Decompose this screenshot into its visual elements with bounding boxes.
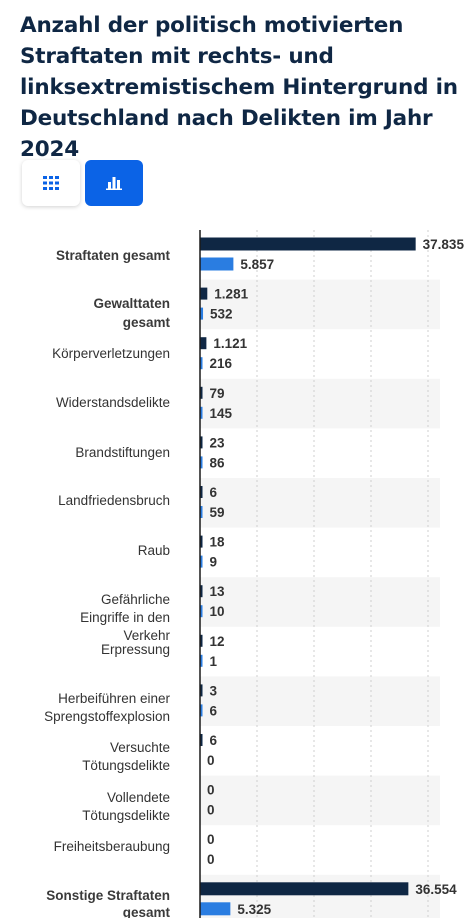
- data-label: 6: [210, 485, 218, 500]
- category-label: Freiheitsberaubung: [54, 839, 170, 854]
- bar[interactable]: [200, 456, 203, 469]
- category-label: Raub: [138, 543, 170, 558]
- page-title: Anzahl der politisch motivierten Strafta…: [20, 13, 458, 162]
- bar[interactable]: [200, 386, 203, 399]
- bar[interactable]: [200, 882, 409, 896]
- category-label: Gewalttaten gesamt: [93, 296, 170, 330]
- bar[interactable]: [200, 704, 203, 717]
- bar[interactable]: [200, 307, 204, 320]
- category-label: Gefährliche Eingriffe in den Verkehr: [80, 592, 170, 643]
- row-band: [200, 676, 440, 726]
- chart-view-button[interactable]: [85, 160, 143, 206]
- bar[interactable]: [200, 287, 208, 300]
- row-band: [200, 478, 440, 528]
- bar[interactable]: [200, 535, 203, 548]
- data-label: 18: [210, 535, 226, 550]
- grid-icon: [43, 176, 59, 190]
- data-label: 3: [210, 683, 218, 698]
- category-label: Vollendete Tötungsdelikte: [82, 790, 170, 823]
- data-label: 0: [207, 832, 215, 847]
- data-label: 0: [207, 753, 215, 768]
- bar[interactable]: [200, 684, 203, 697]
- bar[interactable]: [200, 237, 416, 251]
- row-band: [200, 279, 440, 330]
- bar[interactable]: [200, 605, 203, 618]
- bar[interactable]: [200, 654, 203, 667]
- data-label: 10: [210, 604, 225, 619]
- data-label: 5.325: [237, 902, 271, 917]
- data-label: 12: [210, 634, 225, 649]
- data-label: 532: [210, 307, 233, 322]
- data-label: 36.554: [415, 882, 457, 897]
- data-label: 1: [210, 654, 218, 669]
- row-band: [200, 874, 440, 918]
- bar[interactable]: [200, 734, 203, 746]
- row-band: [200, 775, 440, 826]
- data-label: 5.857: [240, 257, 274, 272]
- data-label: 1.121: [213, 336, 247, 351]
- bar[interactable]: [200, 506, 203, 518]
- bar-chart-icon: [106, 177, 122, 190]
- category-label: Versuchte Tötungsdelikte: [82, 740, 170, 773]
- bar[interactable]: [200, 585, 203, 598]
- data-label: 0: [207, 803, 215, 818]
- table-view-button[interactable]: [22, 160, 80, 206]
- data-label: 6: [210, 733, 218, 748]
- data-label: 216: [210, 356, 233, 371]
- data-label: 37.835: [423, 237, 465, 252]
- bar[interactable]: [200, 406, 203, 419]
- category-label: Erpressung: [101, 642, 170, 657]
- data-label: 1.281: [214, 287, 248, 302]
- data-label: 59: [210, 505, 225, 520]
- row-band: [200, 577, 440, 627]
- category-label: Herbeiführen einer Sprengstoffexplosion: [44, 691, 170, 724]
- data-label: 23: [210, 435, 226, 450]
- row-band: [200, 378, 440, 429]
- category-label: Sonstige Straftaten gesamt: [46, 888, 170, 918]
- data-label: 13: [210, 584, 226, 599]
- category-label: Brandstiftungen: [75, 445, 170, 460]
- data-label: 6: [210, 703, 218, 718]
- bar[interactable]: [200, 436, 203, 449]
- bar[interactable]: [200, 555, 203, 568]
- data-label: 86: [210, 455, 226, 470]
- bar[interactable]: [200, 337, 207, 350]
- category-label: Straftaten gesamt: [56, 248, 171, 263]
- data-label: 9: [210, 555, 218, 570]
- category-label: Landfriedensbruch: [58, 493, 170, 508]
- bar[interactable]: [200, 357, 203, 370]
- category-label: Widerstandsdelikte: [56, 395, 170, 410]
- data-label: 145: [210, 406, 233, 421]
- category-label: Körperverletzungen: [52, 346, 170, 361]
- data-label: 0: [207, 852, 215, 867]
- bar[interactable]: [200, 902, 231, 916]
- data-label: 79: [210, 386, 225, 401]
- bar[interactable]: [200, 257, 234, 271]
- bar[interactable]: [200, 634, 203, 647]
- bar[interactable]: [200, 486, 203, 498]
- data-label: 0: [207, 783, 215, 798]
